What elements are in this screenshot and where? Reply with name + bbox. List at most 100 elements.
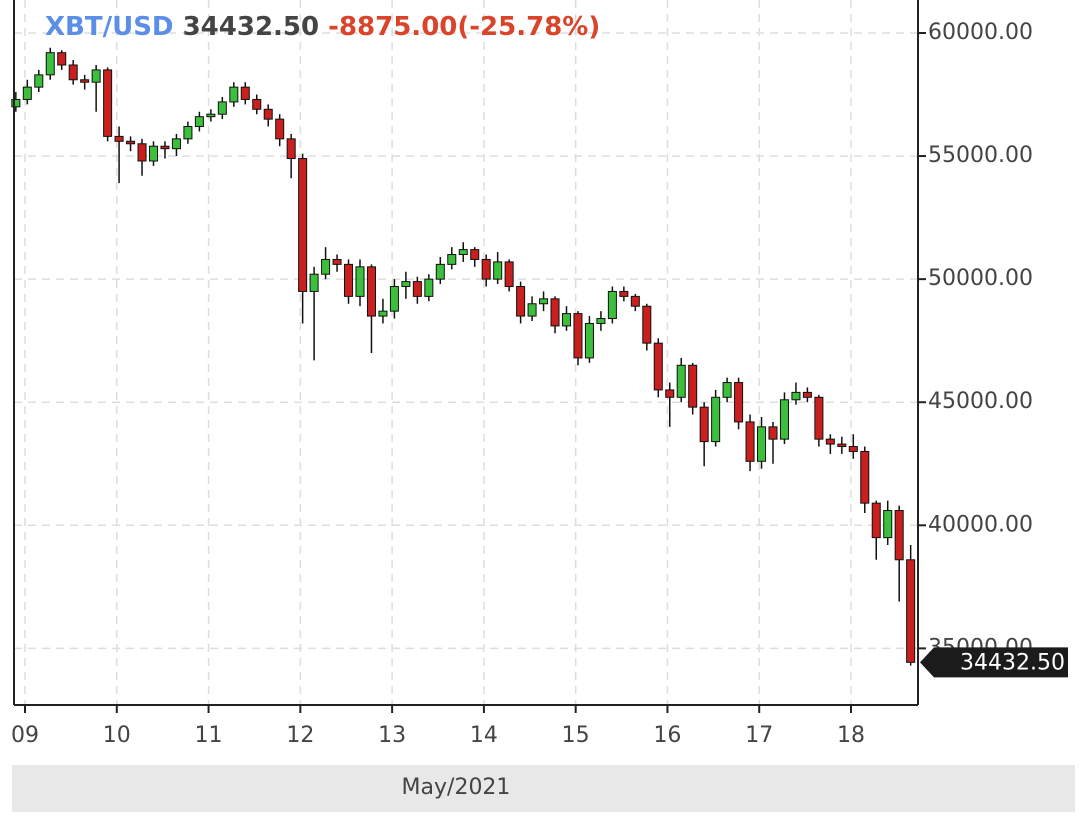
x-tick-label: 12 <box>286 723 314 748</box>
candle-body <box>137 143 147 162</box>
axis-labels: 35000.0040000.0045000.0050000.0055000.00… <box>11 20 1068 748</box>
x-tick-label: 13 <box>378 723 406 748</box>
candle-body <box>642 305 652 344</box>
candle-body <box>91 69 101 83</box>
candle-body <box>883 510 893 539</box>
x-tick-label: 09 <box>11 723 39 748</box>
candle-body <box>401 281 411 288</box>
x-tick-label: 10 <box>103 723 131 748</box>
candle-body <box>240 86 250 100</box>
candle-body <box>183 126 193 140</box>
candle-body <box>389 286 399 312</box>
x-tick-label: 18 <box>837 723 865 748</box>
candle-body <box>665 389 675 398</box>
candle-body <box>286 138 296 160</box>
candle-body <box>722 382 732 398</box>
candle-body <box>194 116 204 128</box>
candle-body <box>561 313 572 327</box>
candle-body <box>619 290 629 297</box>
candle-body <box>424 278 434 297</box>
candle-body <box>573 313 583 359</box>
candle-body <box>906 559 916 663</box>
x-tick-label: 15 <box>562 723 590 748</box>
candle-body <box>676 364 686 398</box>
candle-body <box>699 406 709 443</box>
price-tag <box>920 647 1068 678</box>
candle-body <box>607 290 617 320</box>
candle-body <box>275 118 285 140</box>
candle-body <box>630 295 640 307</box>
candle-body <box>80 79 90 83</box>
change: -8875.00(-25.78%) <box>328 12 600 42</box>
candle-body <box>298 158 308 292</box>
header: XBT/USD 34432.50 -8875.00(-25.78%) <box>45 12 600 42</box>
candle-body <box>252 98 262 110</box>
candle-body <box>768 426 778 440</box>
price-tag-label: 34432.50 <box>960 650 1065 675</box>
candle-body <box>745 421 755 462</box>
y-tick-label: 55000.00 <box>928 143 1033 168</box>
candle-body <box>148 145 159 162</box>
candle-body <box>114 135 124 142</box>
candle-body <box>263 108 273 120</box>
candle-body <box>711 396 721 443</box>
candle-body <box>355 266 365 297</box>
grid <box>14 0 918 705</box>
symbol: XBT/USD <box>45 12 174 42</box>
candle-body <box>68 64 78 81</box>
candle-body <box>848 446 858 452</box>
candles <box>11 47 916 666</box>
candle-body <box>688 364 698 408</box>
candle-body <box>539 298 549 305</box>
candle-body <box>653 342 663 391</box>
candle-body <box>757 426 767 462</box>
candle-body <box>378 310 388 317</box>
candle-body <box>504 261 514 288</box>
candle-body <box>171 138 181 150</box>
candle-body <box>447 254 457 265</box>
candle-body <box>344 263 354 297</box>
candle-body <box>584 322 594 359</box>
x-tick-label: 14 <box>470 723 498 748</box>
candle-body <box>412 281 422 297</box>
candle-body <box>527 303 537 317</box>
candle-body <box>779 399 789 440</box>
candle-body <box>837 443 847 448</box>
y-tick-label: 60000.00 <box>928 20 1033 45</box>
candle-body <box>458 249 468 256</box>
candle-body <box>493 261 503 280</box>
candle-body <box>435 263 445 280</box>
date-band <box>12 765 1075 812</box>
candle-body <box>871 502 881 539</box>
candle-body <box>22 86 32 100</box>
x-axis-label: May/2021 <box>402 775 511 800</box>
candle-body <box>596 318 606 324</box>
candle-body <box>791 391 801 401</box>
candle-body <box>481 258 491 280</box>
y-tick-label: 50000.00 <box>928 266 1033 291</box>
candle-body <box>217 101 227 115</box>
last-price: 34432.50 <box>183 12 320 42</box>
candle-body <box>11 98 21 108</box>
candle-body <box>825 438 835 445</box>
candle-body <box>332 258 342 265</box>
candle-body <box>321 258 331 275</box>
x-tick-label: 17 <box>745 723 773 748</box>
candle-body <box>734 382 744 423</box>
candle-body <box>860 450 870 504</box>
candle-body <box>206 113 216 118</box>
y-tick-label: 40000.00 <box>928 512 1033 537</box>
candle-body <box>229 86 239 103</box>
candle-body <box>802 391 812 398</box>
candle-body <box>126 140 136 145</box>
candle-body <box>894 510 904 561</box>
candle-body <box>814 396 824 440</box>
candle-body <box>103 69 113 137</box>
candle-body <box>550 298 560 327</box>
candle-body <box>366 266 376 317</box>
candle-body <box>160 145 170 150</box>
x-tick-label: 11 <box>195 723 223 748</box>
candle-body <box>309 273 319 292</box>
